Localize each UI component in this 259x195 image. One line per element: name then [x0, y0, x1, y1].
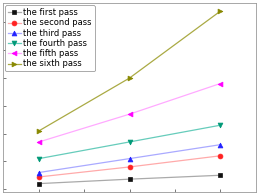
the fourth pass	[218, 124, 221, 126]
the fourth pass	[38, 157, 41, 160]
the first pass	[128, 178, 131, 180]
the fifth pass	[128, 113, 131, 115]
Line: the sixth pass: the sixth pass	[37, 9, 222, 133]
the sixth pass	[128, 77, 131, 79]
the third pass	[38, 171, 41, 174]
Line: the first pass: the first pass	[37, 173, 222, 186]
the second pass	[38, 176, 41, 178]
the sixth pass	[38, 130, 41, 132]
the second pass	[128, 166, 131, 168]
the third pass	[128, 157, 131, 160]
Line: the fourth pass: the fourth pass	[37, 123, 222, 161]
the first pass	[38, 183, 41, 185]
the fifth pass	[38, 141, 41, 143]
the second pass	[218, 155, 221, 157]
Line: the second pass: the second pass	[37, 153, 222, 179]
the fifth pass	[218, 82, 221, 85]
Legend: the first pass, the second pass, the third pass, the fourth pass, the fifth pass: the first pass, the second pass, the thi…	[5, 5, 95, 71]
the sixth pass	[218, 10, 221, 12]
the third pass	[218, 144, 221, 146]
the first pass	[218, 174, 221, 176]
Line: the fifth pass: the fifth pass	[37, 81, 222, 144]
Line: the third pass: the third pass	[37, 142, 222, 175]
the fourth pass	[128, 141, 131, 143]
